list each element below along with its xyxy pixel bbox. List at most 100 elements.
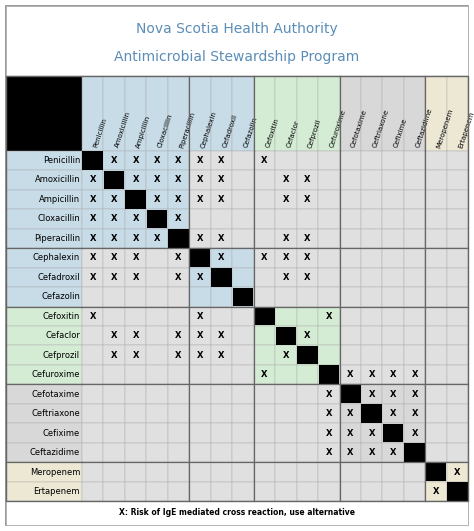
FancyBboxPatch shape [339,229,361,248]
FancyBboxPatch shape [6,306,82,326]
Text: Ceftazidime: Ceftazidime [30,448,80,457]
FancyBboxPatch shape [318,248,339,268]
FancyBboxPatch shape [211,326,232,346]
Text: X: X [132,234,139,243]
FancyBboxPatch shape [211,76,232,151]
Text: Cloxacillin: Cloxacillin [157,113,174,149]
FancyBboxPatch shape [361,287,383,306]
Text: Cefoxitin: Cefoxitin [43,312,80,321]
FancyBboxPatch shape [318,287,339,306]
FancyBboxPatch shape [383,306,404,326]
FancyBboxPatch shape [6,423,82,443]
Text: X: X [90,273,96,282]
FancyBboxPatch shape [383,151,404,170]
FancyBboxPatch shape [6,287,82,306]
FancyBboxPatch shape [339,287,361,306]
FancyBboxPatch shape [168,404,189,423]
FancyBboxPatch shape [232,346,254,365]
Text: X: X [90,195,96,204]
FancyBboxPatch shape [125,404,146,423]
FancyBboxPatch shape [254,151,275,170]
Text: X: X [304,175,310,184]
FancyBboxPatch shape [103,76,125,151]
FancyBboxPatch shape [103,248,125,268]
FancyBboxPatch shape [254,404,275,423]
FancyBboxPatch shape [103,365,125,384]
FancyBboxPatch shape [404,443,425,463]
FancyBboxPatch shape [232,326,254,346]
FancyBboxPatch shape [447,384,468,404]
FancyBboxPatch shape [383,384,404,404]
FancyBboxPatch shape [146,287,168,306]
FancyBboxPatch shape [146,326,168,346]
FancyBboxPatch shape [339,170,361,190]
FancyBboxPatch shape [146,229,168,248]
Text: Amoxicillin: Amoxicillin [35,175,80,184]
Text: X: X [347,429,354,438]
FancyBboxPatch shape [82,76,103,151]
FancyBboxPatch shape [232,404,254,423]
FancyBboxPatch shape [447,287,468,306]
FancyBboxPatch shape [425,248,447,268]
FancyBboxPatch shape [339,190,361,209]
FancyBboxPatch shape [383,209,404,229]
FancyBboxPatch shape [189,190,211,209]
FancyBboxPatch shape [275,384,297,404]
FancyBboxPatch shape [318,423,339,443]
FancyBboxPatch shape [447,170,468,190]
FancyBboxPatch shape [404,229,425,248]
FancyBboxPatch shape [103,268,125,287]
FancyBboxPatch shape [275,190,297,209]
FancyBboxPatch shape [103,423,125,443]
FancyBboxPatch shape [168,248,189,268]
Text: X: X [175,195,182,204]
FancyBboxPatch shape [425,404,447,423]
FancyBboxPatch shape [383,229,404,248]
Text: Ampicillin: Ampicillin [39,195,80,204]
Text: X: X [197,350,203,359]
FancyBboxPatch shape [254,229,275,248]
FancyBboxPatch shape [254,287,275,306]
FancyBboxPatch shape [125,463,146,482]
FancyBboxPatch shape [319,365,339,384]
FancyBboxPatch shape [82,151,103,169]
Text: X: X [411,370,418,379]
FancyBboxPatch shape [189,404,211,423]
FancyBboxPatch shape [82,268,103,287]
FancyBboxPatch shape [297,306,318,326]
FancyBboxPatch shape [168,76,189,151]
FancyBboxPatch shape [339,365,361,384]
FancyBboxPatch shape [297,384,318,404]
FancyBboxPatch shape [103,306,125,326]
FancyBboxPatch shape [339,423,361,443]
FancyBboxPatch shape [211,463,232,482]
Text: X: X [390,409,396,418]
FancyBboxPatch shape [361,190,383,209]
Text: X: X [218,253,225,262]
FancyBboxPatch shape [6,365,82,384]
FancyBboxPatch shape [6,151,82,170]
Text: X: X [283,195,289,204]
FancyBboxPatch shape [82,384,103,404]
FancyBboxPatch shape [404,248,425,268]
FancyBboxPatch shape [125,209,146,229]
Text: Cefazolin: Cefazolin [41,292,80,301]
FancyBboxPatch shape [103,209,125,229]
Text: X: X [390,390,396,399]
FancyBboxPatch shape [104,170,125,189]
Text: X: X [175,253,182,262]
FancyBboxPatch shape [82,170,103,190]
FancyBboxPatch shape [447,151,468,170]
FancyBboxPatch shape [404,443,425,462]
Text: Cefprozil: Cefprozil [307,118,322,149]
FancyBboxPatch shape [232,209,254,229]
FancyBboxPatch shape [339,268,361,287]
Text: X: X [197,156,203,165]
Text: X: X [368,370,375,379]
FancyBboxPatch shape [211,365,232,384]
FancyBboxPatch shape [404,404,425,423]
FancyBboxPatch shape [189,76,211,151]
FancyBboxPatch shape [297,482,318,501]
FancyBboxPatch shape [232,229,254,248]
FancyBboxPatch shape [6,501,468,525]
